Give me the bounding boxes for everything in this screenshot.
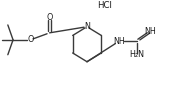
Text: H₂N: H₂N xyxy=(129,50,144,59)
Text: O: O xyxy=(46,13,53,22)
Text: O: O xyxy=(27,35,34,44)
Text: NH: NH xyxy=(145,27,156,36)
Text: N: N xyxy=(84,22,90,31)
Text: HCl: HCl xyxy=(97,1,112,10)
Text: NH: NH xyxy=(113,37,125,46)
